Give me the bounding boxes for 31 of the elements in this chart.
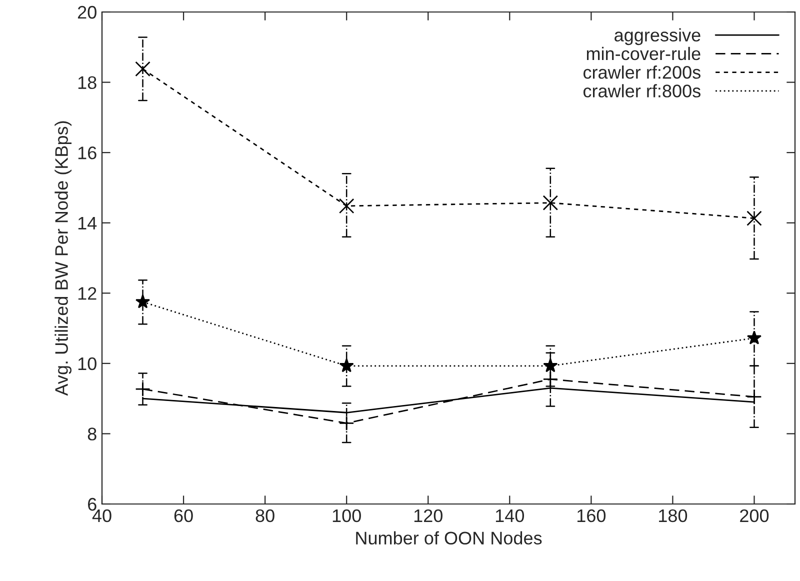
point <box>542 195 558 210</box>
x-tick-label: 100 <box>332 509 361 522</box>
x-tick-label: 160 <box>577 509 606 522</box>
y-tick-label: 16 <box>78 146 96 160</box>
point <box>543 358 558 372</box>
x-axis-title: Number of OON Nodes <box>356 531 542 545</box>
y-tick-label: 8 <box>88 428 96 440</box>
point <box>746 330 762 344</box>
point <box>135 294 150 308</box>
legend-label: crawler rf:200s <box>583 66 700 79</box>
y-tick-label: 14 <box>78 216 97 230</box>
y-tick-label: 10 <box>78 357 96 370</box>
point <box>338 198 354 214</box>
x-tick-label: 180 <box>659 509 688 522</box>
y-tick-label: 12 <box>78 287 96 300</box>
point <box>339 358 354 372</box>
x-tick-label: 140 <box>496 509 524 522</box>
point <box>746 210 762 226</box>
x-tick-label: 120 <box>414 509 442 522</box>
x-tick-label: 40 <box>92 509 112 522</box>
legend-label: crawler rf:800s <box>583 84 700 98</box>
y-tick-label: 6 <box>88 498 96 511</box>
x-tick-label: 60 <box>174 509 193 522</box>
legend-label: min-cover-rule <box>586 46 700 60</box>
y-axis-title: Avg. Utilized BW Per Node (KBps) <box>54 121 72 396</box>
legend-label: aggressive <box>614 28 700 46</box>
point <box>135 61 150 77</box>
y-tick-label: 18 <box>78 76 96 90</box>
x-tick-label: 80 <box>256 509 274 522</box>
y-tick-label: 20 <box>78 6 96 19</box>
x-tick-label: 200 <box>740 509 769 522</box>
